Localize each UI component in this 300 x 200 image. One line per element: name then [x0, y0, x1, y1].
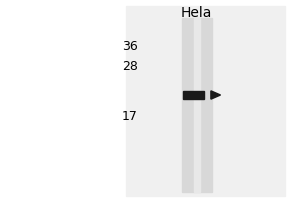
Text: Hela: Hela: [181, 6, 212, 20]
Bar: [182, 18, 212, 192]
Bar: [126, 6, 285, 196]
Text: 28: 28: [122, 60, 138, 72]
Bar: [183, 91, 204, 99]
Text: 17: 17: [122, 110, 138, 122]
Bar: [194, 18, 200, 192]
Polygon shape: [211, 91, 220, 99]
Text: 36: 36: [122, 40, 138, 52]
